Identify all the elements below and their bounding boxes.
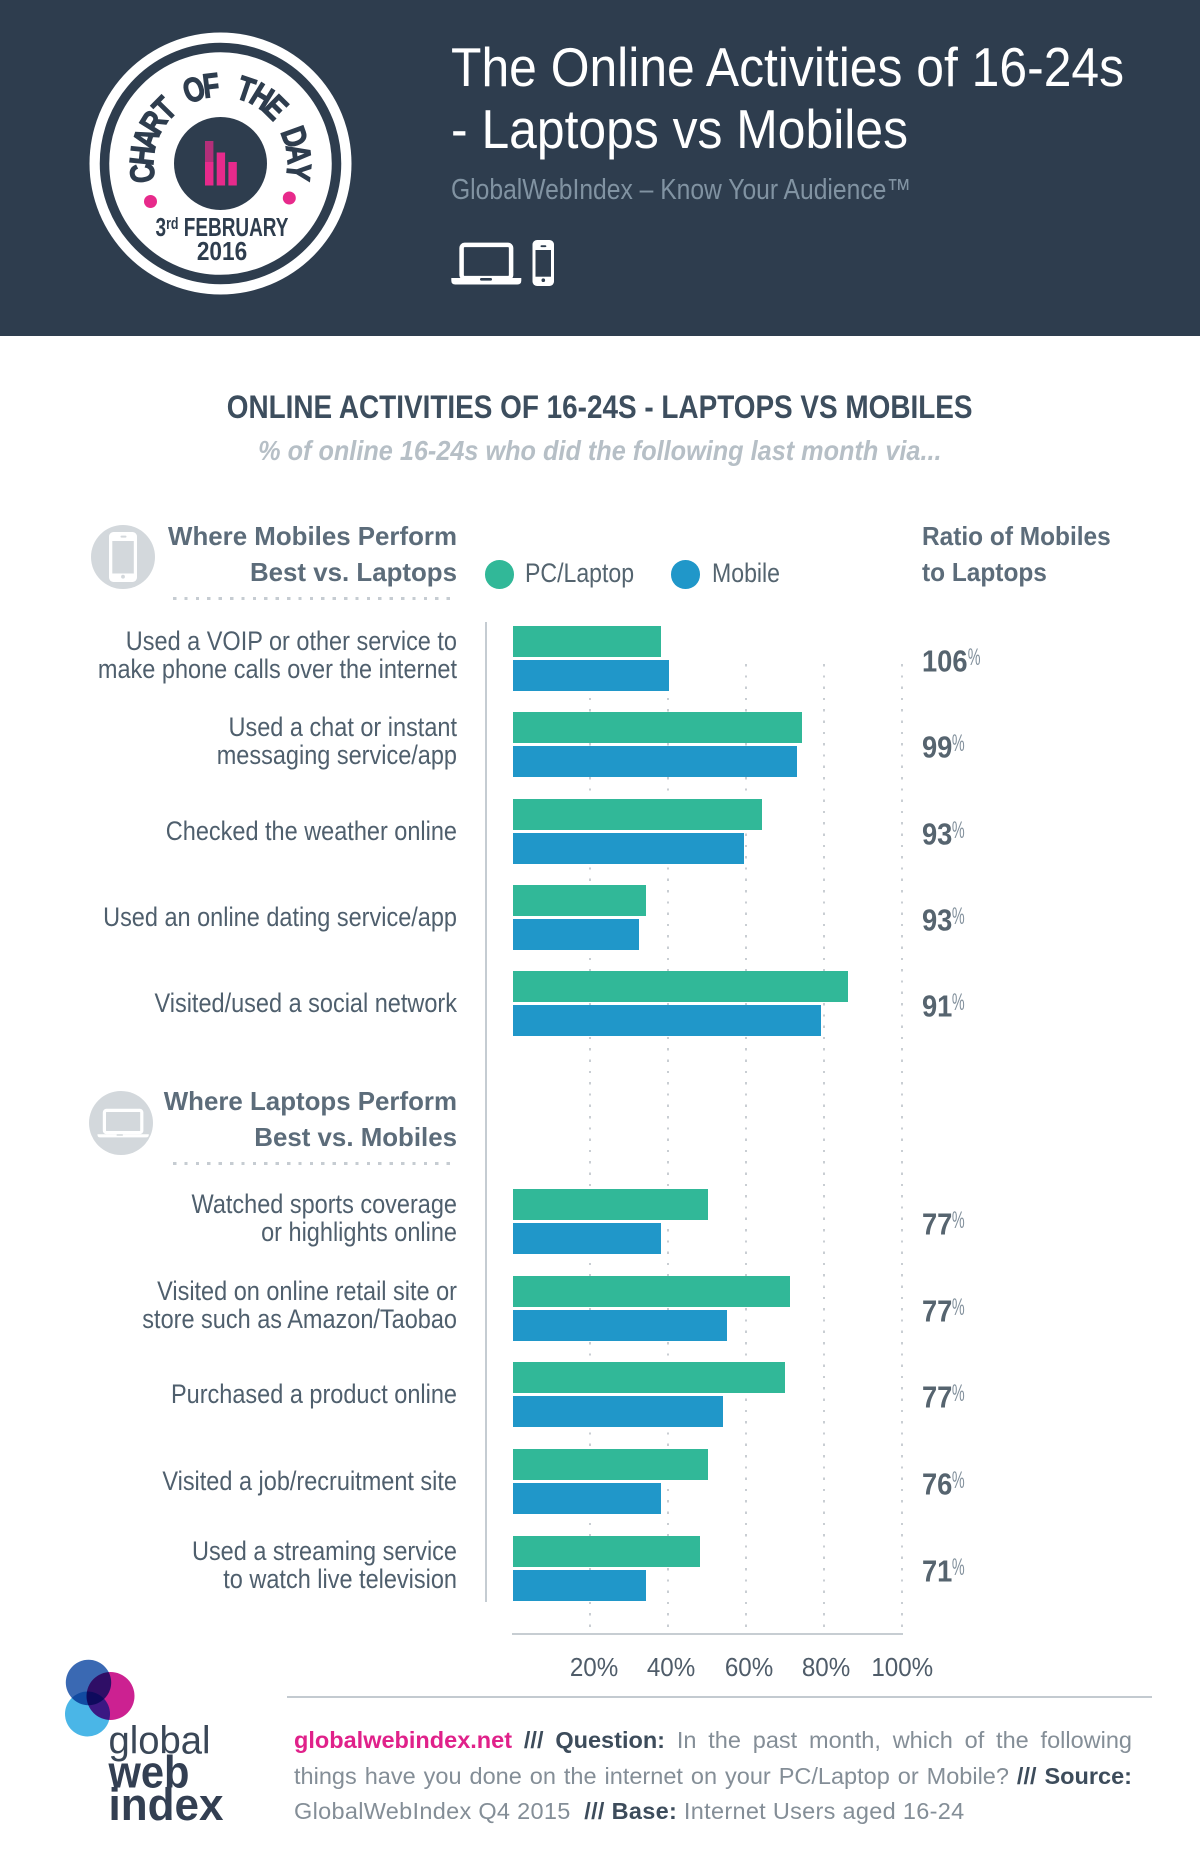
svg-text:global: global <box>109 1720 211 1763</box>
svg-text:F: F <box>201 66 222 105</box>
svg-text:H: H <box>123 144 163 167</box>
svg-text:2016: 2016 <box>197 238 247 267</box>
svg-text:C: C <box>123 161 163 185</box>
svg-text:web: web <box>108 1746 190 1797</box>
svg-text:Y: Y <box>278 161 317 183</box>
svg-text:index: index <box>109 1779 224 1830</box>
